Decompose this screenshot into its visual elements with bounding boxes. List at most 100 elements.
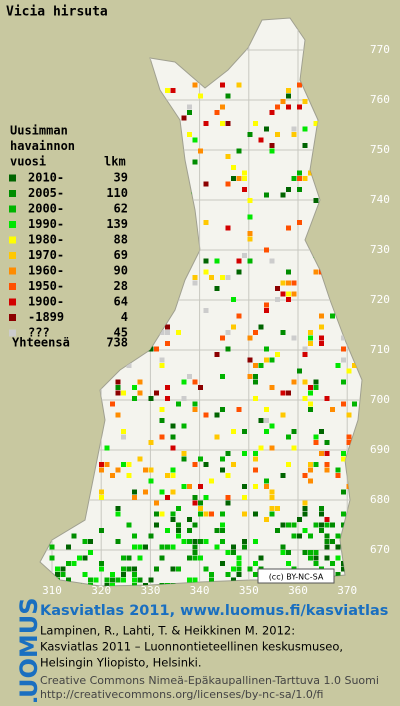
record-square (192, 401, 198, 407)
record-square (88, 203, 93, 209)
record-square (187, 484, 192, 489)
record-square (225, 121, 231, 126)
record-square (99, 566, 104, 572)
record-square (324, 253, 330, 258)
record-square (270, 594, 275, 599)
record-square (154, 390, 159, 396)
record-square (132, 115, 137, 121)
record-square (247, 566, 253, 572)
legend-swatch (9, 298, 16, 306)
record-square (110, 473, 115, 478)
record-square (126, 143, 132, 148)
record-square (66, 88, 71, 93)
record-square (192, 462, 198, 467)
record-square (302, 511, 308, 517)
record-square (187, 110, 192, 115)
record-square (225, 330, 231, 335)
record-square (77, 374, 82, 379)
record-square (302, 379, 308, 385)
record-square (44, 500, 49, 506)
record-square (319, 335, 324, 341)
record-square (308, 467, 313, 473)
record-square (313, 253, 319, 258)
record-square (259, 594, 264, 599)
record-square (324, 544, 330, 550)
record-square (148, 88, 154, 93)
record-square (40, 407, 44, 412)
record-square (192, 137, 198, 143)
record-square (93, 423, 99, 429)
badge-box (257, 568, 335, 584)
record-square (198, 456, 203, 462)
record-square (352, 484, 357, 489)
record-square (253, 121, 258, 126)
record-square (121, 577, 126, 583)
record-square (302, 143, 308, 148)
record-square (181, 379, 187, 385)
record-square (192, 550, 198, 555)
record-square (352, 302, 357, 308)
record-square (226, 594, 231, 599)
record-square (203, 511, 209, 517)
record-square (302, 473, 308, 478)
record-square (71, 192, 77, 198)
record-square (176, 170, 181, 176)
record-square (341, 346, 346, 352)
record-square (88, 473, 93, 478)
record-square (319, 341, 324, 346)
record-square (324, 467, 330, 473)
record-square (291, 379, 297, 385)
record-square (148, 346, 154, 352)
record-square (143, 280, 148, 286)
record-square (192, 82, 198, 88)
record-square (225, 495, 231, 500)
record-square (313, 583, 319, 586)
record-square (132, 533, 137, 539)
grid-labels: 770 760 750 740 730 720 710 700 690 680 670 310 320 3… (42, 43, 390, 597)
record-square (170, 473, 176, 478)
record-square (132, 187, 137, 192)
record-square (137, 209, 143, 214)
record-square (71, 418, 77, 423)
record-square (40, 423, 44, 429)
north-label: 670 (370, 543, 390, 556)
record-square (236, 258, 242, 264)
record-square (115, 467, 121, 473)
record-square (82, 319, 88, 324)
record-square (82, 379, 88, 385)
record-square (214, 110, 220, 115)
record-square (253, 572, 258, 577)
record-square (330, 407, 335, 412)
record-square (159, 544, 165, 550)
legend-swatch (9, 221, 16, 228)
record-square (220, 456, 225, 462)
legend-swatch (9, 174, 16, 182)
record-square (236, 572, 242, 577)
record-square (231, 462, 236, 467)
record-square (182, 594, 187, 599)
record-square (99, 495, 104, 500)
record-square (220, 275, 225, 280)
record-square (291, 126, 297, 132)
record-square (330, 594, 335, 599)
record-square (143, 93, 148, 99)
record-square (104, 462, 110, 467)
record-square (192, 539, 198, 544)
record-square (253, 456, 258, 462)
record-square (308, 589, 313, 594)
record-square (116, 594, 121, 599)
record-square (357, 478, 362, 484)
record-square (357, 517, 362, 522)
record-square (236, 566, 242, 572)
record-square (82, 121, 88, 126)
record-square (275, 594, 280, 599)
legend-swatch (9, 205, 16, 213)
record-square (341, 247, 346, 253)
record-square (203, 495, 209, 500)
record-square (203, 258, 209, 264)
record-square (225, 500, 231, 506)
record-square (154, 511, 159, 517)
record-square (198, 484, 203, 489)
record-square (165, 385, 170, 390)
record-square (71, 561, 77, 566)
